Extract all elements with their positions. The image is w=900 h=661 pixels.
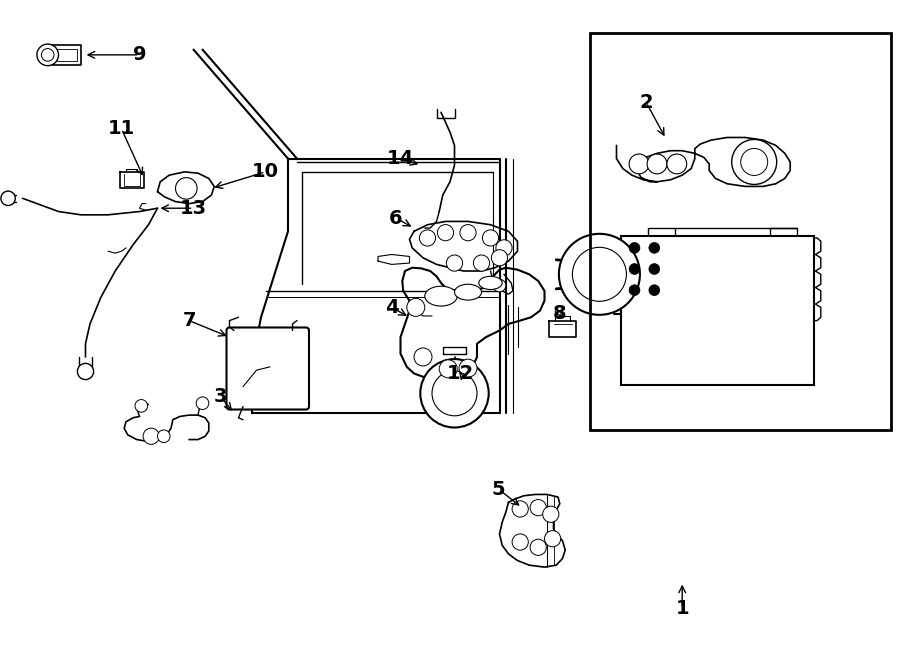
Circle shape (732, 139, 777, 184)
Circle shape (446, 255, 463, 271)
Polygon shape (400, 268, 544, 378)
Polygon shape (410, 221, 518, 271)
Polygon shape (378, 254, 410, 264)
Ellipse shape (454, 284, 482, 300)
FancyBboxPatch shape (227, 327, 309, 410)
Circle shape (420, 359, 489, 428)
Polygon shape (500, 494, 565, 567)
Text: 5: 5 (491, 480, 506, 498)
Circle shape (512, 501, 528, 517)
Bar (590, 33, 891, 430)
Circle shape (407, 298, 425, 317)
Circle shape (135, 399, 148, 412)
Circle shape (1, 191, 15, 206)
Polygon shape (120, 172, 144, 188)
Circle shape (37, 44, 58, 65)
Circle shape (439, 360, 457, 378)
Text: 8: 8 (553, 305, 567, 323)
Circle shape (437, 225, 454, 241)
Circle shape (629, 154, 649, 174)
Ellipse shape (479, 276, 502, 290)
Circle shape (419, 230, 436, 246)
Text: 9: 9 (133, 46, 146, 64)
Text: 7: 7 (182, 311, 196, 330)
Circle shape (482, 230, 499, 246)
Circle shape (741, 149, 768, 175)
Circle shape (496, 240, 512, 256)
Polygon shape (443, 347, 466, 354)
Text: 6: 6 (389, 209, 403, 227)
Circle shape (629, 243, 640, 253)
Circle shape (176, 178, 197, 199)
Polygon shape (436, 109, 454, 118)
Text: 4: 4 (384, 298, 399, 317)
Text: 12: 12 (447, 364, 474, 383)
Circle shape (196, 397, 209, 410)
Text: 10: 10 (252, 163, 279, 181)
Circle shape (559, 234, 640, 315)
Circle shape (649, 243, 660, 253)
Polygon shape (549, 321, 576, 337)
Circle shape (572, 247, 626, 301)
Circle shape (459, 359, 477, 377)
Circle shape (544, 531, 561, 547)
Circle shape (647, 154, 667, 174)
Polygon shape (491, 271, 513, 294)
Circle shape (493, 279, 506, 292)
Circle shape (143, 428, 159, 444)
Text: 2: 2 (639, 93, 653, 112)
Circle shape (491, 250, 508, 266)
Text: 13: 13 (180, 199, 207, 217)
Polygon shape (124, 415, 209, 442)
Circle shape (649, 285, 660, 295)
Circle shape (629, 264, 640, 274)
Circle shape (460, 225, 476, 241)
Circle shape (473, 255, 490, 271)
Text: 14: 14 (387, 149, 414, 168)
Circle shape (41, 48, 54, 61)
Circle shape (629, 285, 640, 295)
Text: 3: 3 (214, 387, 227, 406)
Polygon shape (812, 238, 821, 321)
Ellipse shape (425, 286, 457, 306)
Circle shape (432, 371, 477, 416)
Polygon shape (52, 45, 81, 65)
Circle shape (158, 430, 170, 443)
Circle shape (512, 534, 528, 550)
Circle shape (414, 348, 432, 366)
Polygon shape (583, 248, 623, 301)
Circle shape (77, 364, 94, 379)
Polygon shape (616, 137, 790, 186)
Circle shape (530, 539, 546, 555)
Text: 1: 1 (675, 599, 689, 617)
FancyBboxPatch shape (621, 236, 814, 385)
Circle shape (543, 506, 559, 522)
Circle shape (530, 500, 546, 516)
Text: 11: 11 (108, 120, 135, 138)
Polygon shape (158, 172, 214, 204)
Circle shape (649, 264, 660, 274)
Circle shape (667, 154, 687, 174)
